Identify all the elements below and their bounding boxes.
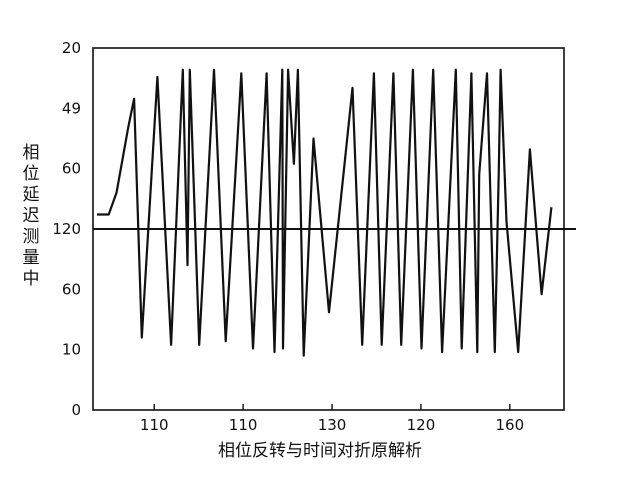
series-line [97,68,553,357]
x-tick-label: 130 [318,416,347,434]
y-axis-title: 相位延迟测量中 [23,143,40,289]
y-tick-label: 0 [71,401,81,419]
x-tick-label: 110 [140,416,169,434]
y-tick-label: 10 [62,341,81,359]
x-tick-label: 110 [229,416,258,434]
y-tick-label: 60 [62,160,81,178]
x-axis-title: 相位反转与时间对折原解析 [218,441,422,461]
y-tick-label: 49 [62,99,81,117]
y-tick-label: 20 [62,39,81,57]
x-tick-label: 120 [407,416,436,434]
y-tick-label: 60 [62,280,81,298]
y-tick-label: 120 [52,220,81,238]
x-axis-ticks: 110 110 130 120 160 [140,404,524,434]
x-tick-label: 160 [496,416,525,434]
y-axis-ticks: 20 49 60 120 60 10 0 [52,39,81,419]
